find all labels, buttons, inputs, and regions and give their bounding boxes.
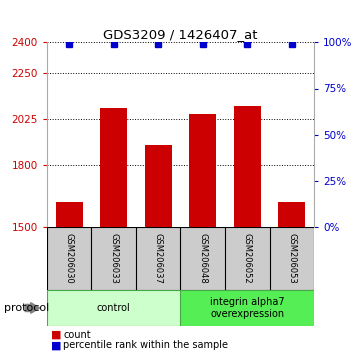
Text: control: control [97,303,131,313]
Title: GDS3209 / 1426407_at: GDS3209 / 1426407_at [103,28,258,41]
Text: GSM206052: GSM206052 [243,233,252,284]
Bar [145,145,171,227]
Text: protocol: protocol [4,303,49,313]
Text: ■: ■ [51,330,61,339]
Text: ■: ■ [51,340,61,350]
Text: GSM206037: GSM206037 [154,233,163,284]
Bar [56,202,83,227]
Bar [278,202,305,227]
Bar [47,290,180,326]
Bar [100,108,127,227]
Text: GSM206030: GSM206030 [65,233,74,284]
Text: count: count [63,330,91,339]
Text: GSM206053: GSM206053 [287,233,296,284]
Text: GSM206033: GSM206033 [109,233,118,284]
Text: percentile rank within the sample: percentile rank within the sample [63,340,228,350]
Bar [190,114,216,227]
Text: GSM206048: GSM206048 [198,233,207,284]
Bar [180,290,314,326]
Text: integrin alpha7
overexpression: integrin alpha7 overexpression [210,297,284,319]
Bar [234,106,261,227]
